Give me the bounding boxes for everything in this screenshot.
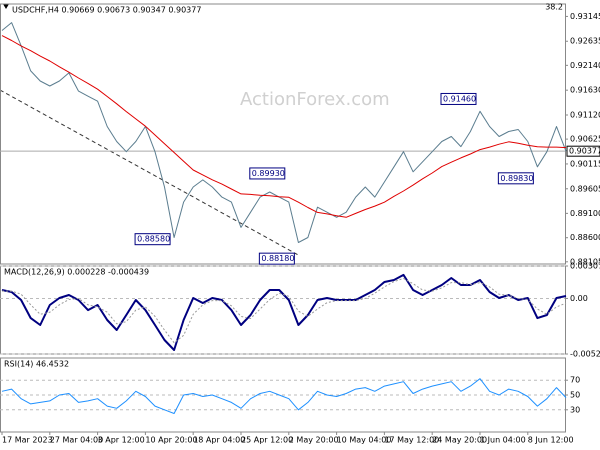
y-tick-label: 0.89605 (570, 184, 600, 193)
x-tick-label: 8 Jun 12:00 (528, 436, 574, 445)
x-tick-label: 17 May 12:00 (384, 436, 439, 445)
x-tick-label: 17 Mar 2023 (2, 436, 53, 445)
y-tick-label: 0.003078 (570, 262, 600, 271)
x-tick-label: 10 May 04:00 (337, 436, 392, 445)
y-tick-label: 0.92140 (570, 61, 600, 70)
series-line (1, 35, 567, 218)
last-price-label: 0.90377 (569, 147, 600, 156)
annotation-box (440, 92, 477, 105)
annotation-label: 0.88580 (137, 235, 170, 244)
annotation-label: 0.89930 (252, 169, 285, 178)
annotation-box (249, 167, 286, 180)
y-tick-label: 0.93145 (570, 12, 600, 21)
panel-title: MACD(12,26,9) 0.000228 -0.000439 (4, 268, 149, 277)
panel-title: RSI(14) 46.4532 (4, 360, 69, 369)
series-line (1, 22, 567, 243)
annotation-box (497, 172, 534, 185)
y-tick-label: 0.90625 (570, 135, 600, 144)
watermark: ActionForex.com (240, 89, 390, 110)
trend-line (0, 89, 301, 257)
y-tick-label: 50 (570, 391, 580, 400)
y-tick-label: 70 (570, 376, 580, 385)
annotation-label: 0.88180 (261, 254, 294, 263)
x-tick-label: 1 Jun 04:00 (480, 436, 526, 445)
corner-label: 38.2 (545, 3, 563, 12)
y-tick-label: 0.88600 (570, 233, 600, 242)
symbol-arrow (3, 4, 9, 9)
x-tick-label: 24 May 20:00 (432, 436, 487, 445)
annotation-label: 0.89830 (500, 174, 533, 183)
x-tick-label: 27 Mar 04:00 (50, 436, 103, 445)
series-line (1, 378, 567, 414)
y-tick-label: 0.00 (570, 294, 588, 303)
y-tick-label: 0.92635 (570, 37, 600, 46)
y-tick-label: -0.005268 (570, 350, 600, 359)
annotation-box (134, 233, 171, 246)
annotation-box (258, 252, 295, 265)
y-tick-label: 0.89100 (570, 209, 600, 218)
x-tick-label: 10 Apr 20:00 (145, 436, 197, 445)
y-tick-label: 30 (570, 405, 580, 414)
y-tick-label: 0.91630 (570, 86, 600, 95)
x-tick-label: 3 Apr 12:00 (98, 436, 145, 445)
series-line (2, 277, 567, 344)
last-price-box (566, 145, 600, 157)
y-tick-label: 0.91120 (570, 111, 600, 120)
x-tick-label: 25 Apr 12:00 (241, 436, 293, 445)
x-tick-label: 2 May 20:00 (289, 436, 339, 445)
panel-title: USDCHF,H4 0.90669 0.90673 0.90347 0.9037… (12, 6, 201, 15)
x-tick-label: 18 Apr 04:00 (193, 436, 245, 445)
y-tick-label: 0.90115 (570, 159, 600, 168)
y-tick-label: 0.88105 (570, 257, 600, 266)
annotation-label: 0.91460 (443, 94, 476, 103)
